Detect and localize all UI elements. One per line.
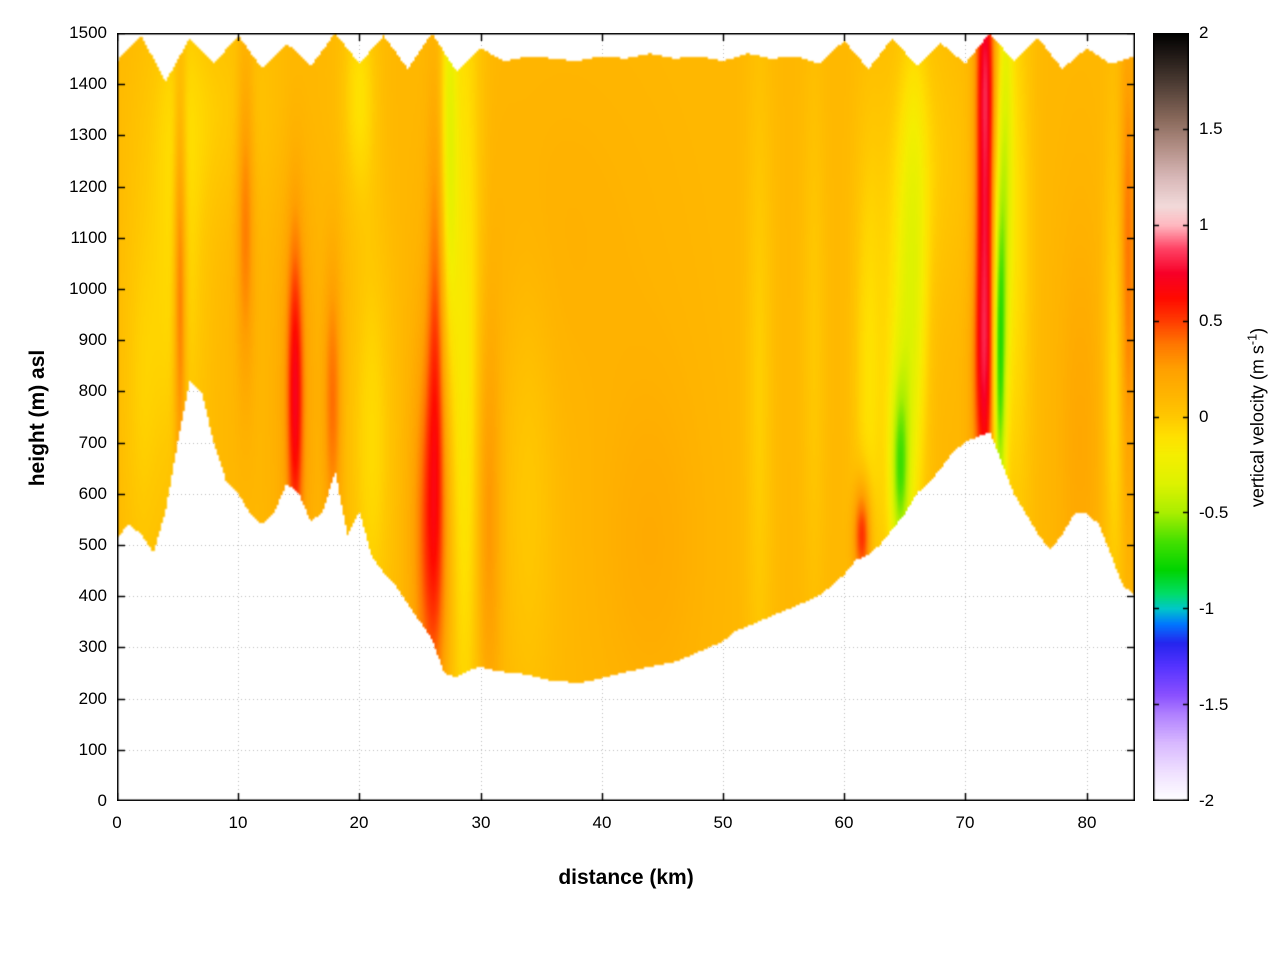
y-tick-label: 1400 bbox=[69, 74, 107, 93]
colorbar-label-sup: -1 bbox=[1245, 333, 1260, 346]
heatmap-canvas bbox=[117, 33, 1135, 801]
colorbar-axis-label: vertical velocity (m s-1) bbox=[1246, 303, 1269, 533]
y-tick-label: 800 bbox=[78, 381, 107, 400]
x-tick-label: 50 bbox=[713, 813, 733, 832]
y-tick-label: 100 bbox=[78, 740, 107, 759]
y-tick-label: 300 bbox=[78, 637, 107, 656]
y-tick-label: 200 bbox=[78, 689, 107, 708]
y-tick-label: 400 bbox=[78, 586, 107, 605]
colorbar-tick-label: 0 bbox=[1199, 407, 1209, 426]
y-tick-label: 700 bbox=[78, 433, 107, 452]
x-tick-label: 40 bbox=[592, 813, 612, 832]
y-tick-label: 1000 bbox=[69, 279, 107, 298]
y-tick-label: 500 bbox=[78, 535, 107, 554]
x-tick-label: 70 bbox=[955, 813, 975, 832]
y-tick-label: 0 bbox=[97, 791, 107, 810]
colorbar-tick-label: -1 bbox=[1199, 599, 1215, 618]
x-tick-label: 80 bbox=[1077, 813, 1097, 832]
colorbar-tick-label: -2 bbox=[1199, 791, 1215, 810]
colorbar-tick-label: 1 bbox=[1199, 215, 1209, 234]
y-tick-label: 1100 bbox=[70, 228, 107, 247]
colorbar-label-post: ) bbox=[1247, 327, 1268, 334]
colorbar-label-pre: vertical velocity (m s bbox=[1247, 345, 1268, 508]
y-tick-label: 1200 bbox=[69, 177, 107, 196]
colorbar-tick-label: -1.5 bbox=[1199, 695, 1229, 714]
colorbar-tick-label: 2 bbox=[1199, 23, 1209, 42]
x-tick-label: 60 bbox=[834, 813, 854, 832]
x-tick-label: 30 bbox=[471, 813, 491, 832]
x-tick-label: 10 bbox=[228, 813, 248, 832]
y-tick-label: 900 bbox=[78, 330, 107, 349]
colorbar-tick-label: 0.5 bbox=[1199, 311, 1223, 330]
x-tick-label: 20 bbox=[349, 813, 369, 832]
x-axis-label: distance (km) bbox=[558, 866, 694, 889]
colorbar-tick-label: -0.5 bbox=[1199, 503, 1229, 522]
x-tick-label: 0 bbox=[112, 813, 122, 832]
y-tick-label: 600 bbox=[78, 484, 107, 503]
colorbar bbox=[1153, 33, 1189, 801]
colorbar-tick-label: 1.5 bbox=[1199, 119, 1223, 138]
y-axis-label: height (m) asl bbox=[26, 349, 49, 487]
y-tick-label: 1300 bbox=[69, 125, 107, 144]
y-tick-label: 1500 bbox=[69, 23, 107, 42]
